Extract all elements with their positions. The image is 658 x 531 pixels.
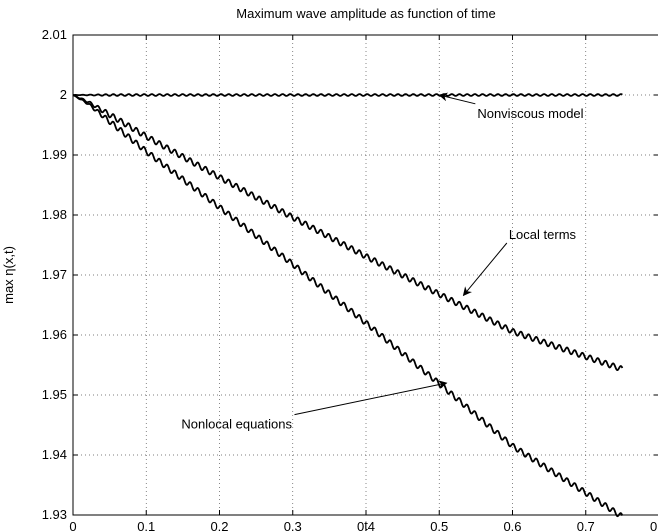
annotation-label-2: Local terms bbox=[509, 227, 577, 242]
y-tick-label: 1.97 bbox=[42, 267, 67, 282]
x-axis-label: t bbox=[364, 518, 368, 531]
x-tick-label: 0.3 bbox=[284, 519, 302, 531]
y-tick-label: 2 bbox=[60, 87, 67, 102]
x-tick-label: 0.4 bbox=[357, 519, 375, 531]
annotations: Nonviscous model Local terms Nonlocal equa… bbox=[181, 92, 584, 432]
axis-ticks: 0 0.1 0.2 0.3 0.4 0.5 0.6 0.7 0.8 1.93 1.94 1.95 1.9… bbox=[42, 27, 658, 531]
y-tick-label: 1.99 bbox=[42, 147, 67, 162]
x-tick-label: 0.1 bbox=[137, 519, 155, 531]
x-tick-label: 0 bbox=[69, 519, 76, 531]
y-axis-label: max η(x,t) bbox=[1, 246, 16, 304]
annotation-arrow-2 bbox=[462, 242, 508, 297]
y-tick-label: 1.95 bbox=[42, 387, 67, 402]
y-tick-label: 1.98 bbox=[42, 207, 67, 222]
y-tick-label: 1.96 bbox=[42, 327, 67, 342]
y-tick-label: 1.94 bbox=[42, 447, 67, 462]
series-line-3 bbox=[72, 94, 624, 518]
series-line-2 bbox=[72, 94, 624, 372]
x-tick-label: 0.5 bbox=[430, 519, 448, 531]
x-tick-label: 0.8 bbox=[650, 519, 658, 531]
x-tick-label: 0.2 bbox=[210, 519, 228, 531]
y-tick-label: 2.01 bbox=[42, 27, 67, 42]
x-tick-label: 0.7 bbox=[577, 519, 595, 531]
annotation-arrow-3 bbox=[294, 380, 448, 416]
series-line-1 bbox=[72, 93, 623, 97]
annotation-label-1: Nonviscous model bbox=[477, 106, 583, 121]
annotation-label-3: Nonlocal equations bbox=[181, 417, 292, 432]
chart-title: Maximum wave amplitude as function of ti… bbox=[236, 6, 495, 21]
series-group bbox=[72, 93, 624, 518]
x-tick-label: 0.6 bbox=[503, 519, 521, 531]
y-tick-label: 1.93 bbox=[42, 507, 67, 522]
annotation-arrow-1 bbox=[438, 92, 476, 105]
